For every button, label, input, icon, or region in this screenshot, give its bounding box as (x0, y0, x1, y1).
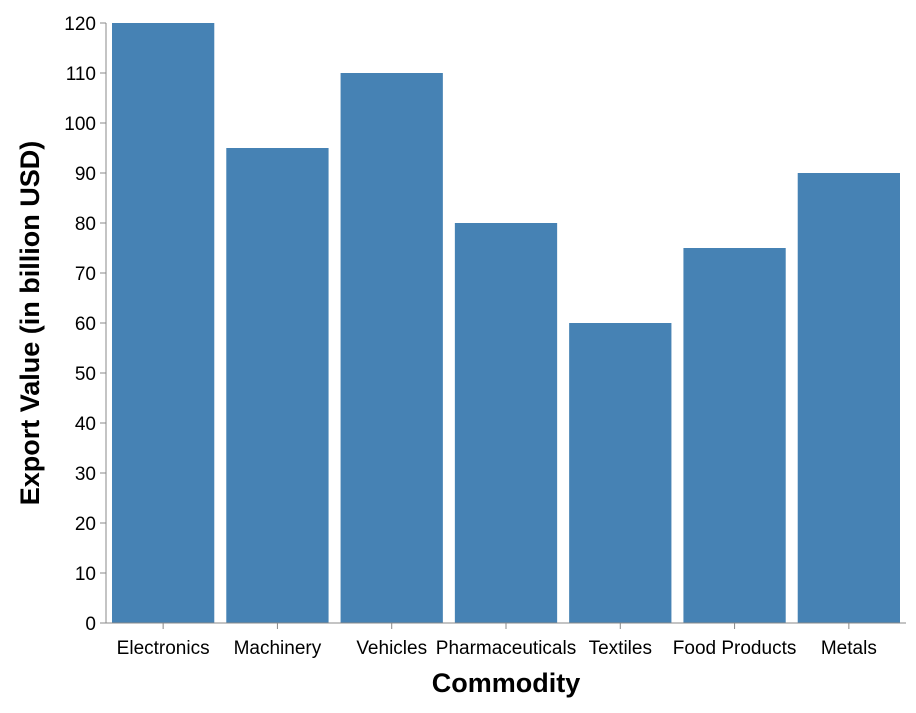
y-tick-label: 0 (85, 614, 96, 635)
y-tick-label: 50 (75, 364, 96, 385)
x-ticks: Electronics Machinery Vehicles Pharmaceutic… (117, 623, 877, 659)
bar-metals (797, 173, 900, 623)
y-tick-label: 70 (75, 264, 96, 285)
x-tick-label: Food Products (673, 638, 797, 659)
y-tick-label: 100 (64, 114, 96, 135)
y-tick-label: 120 (64, 14, 96, 35)
x-tick-label: Textiles (589, 638, 652, 659)
bar-food-products (683, 248, 786, 623)
x-tick-label: Electronics (117, 638, 210, 659)
bar-electronics (112, 23, 215, 623)
bar-pharmaceuticals (454, 223, 558, 623)
y-tick-label: 60 (75, 314, 96, 335)
bars-layer (112, 23, 900, 623)
y-tick-label: 80 (75, 214, 96, 235)
bar-machinery (226, 148, 329, 623)
y-tick-label: 10 (75, 564, 96, 585)
x-axis-title: Commodity (432, 668, 581, 698)
y-tick-label: 90 (75, 164, 96, 185)
y-tick-label: 110 (66, 64, 96, 85)
bar-textiles (569, 323, 672, 623)
x-tick-label: Machinery (234, 638, 322, 659)
x-tick-label: Metals (821, 638, 877, 659)
y-tick-label: 40 (75, 414, 96, 435)
y-tick-label: 20 (75, 514, 96, 535)
x-tick-label: Pharmaceuticals (436, 638, 576, 659)
y-axis-title: Export Value (in billion USD) (15, 141, 45, 506)
y-ticks: 0 10 20 30 40 50 60 70 80 90 100 110 120 (64, 14, 106, 635)
x-tick-label: Vehicles (356, 638, 427, 659)
bar-vehicles (340, 73, 443, 623)
y-tick-label: 30 (75, 464, 96, 485)
